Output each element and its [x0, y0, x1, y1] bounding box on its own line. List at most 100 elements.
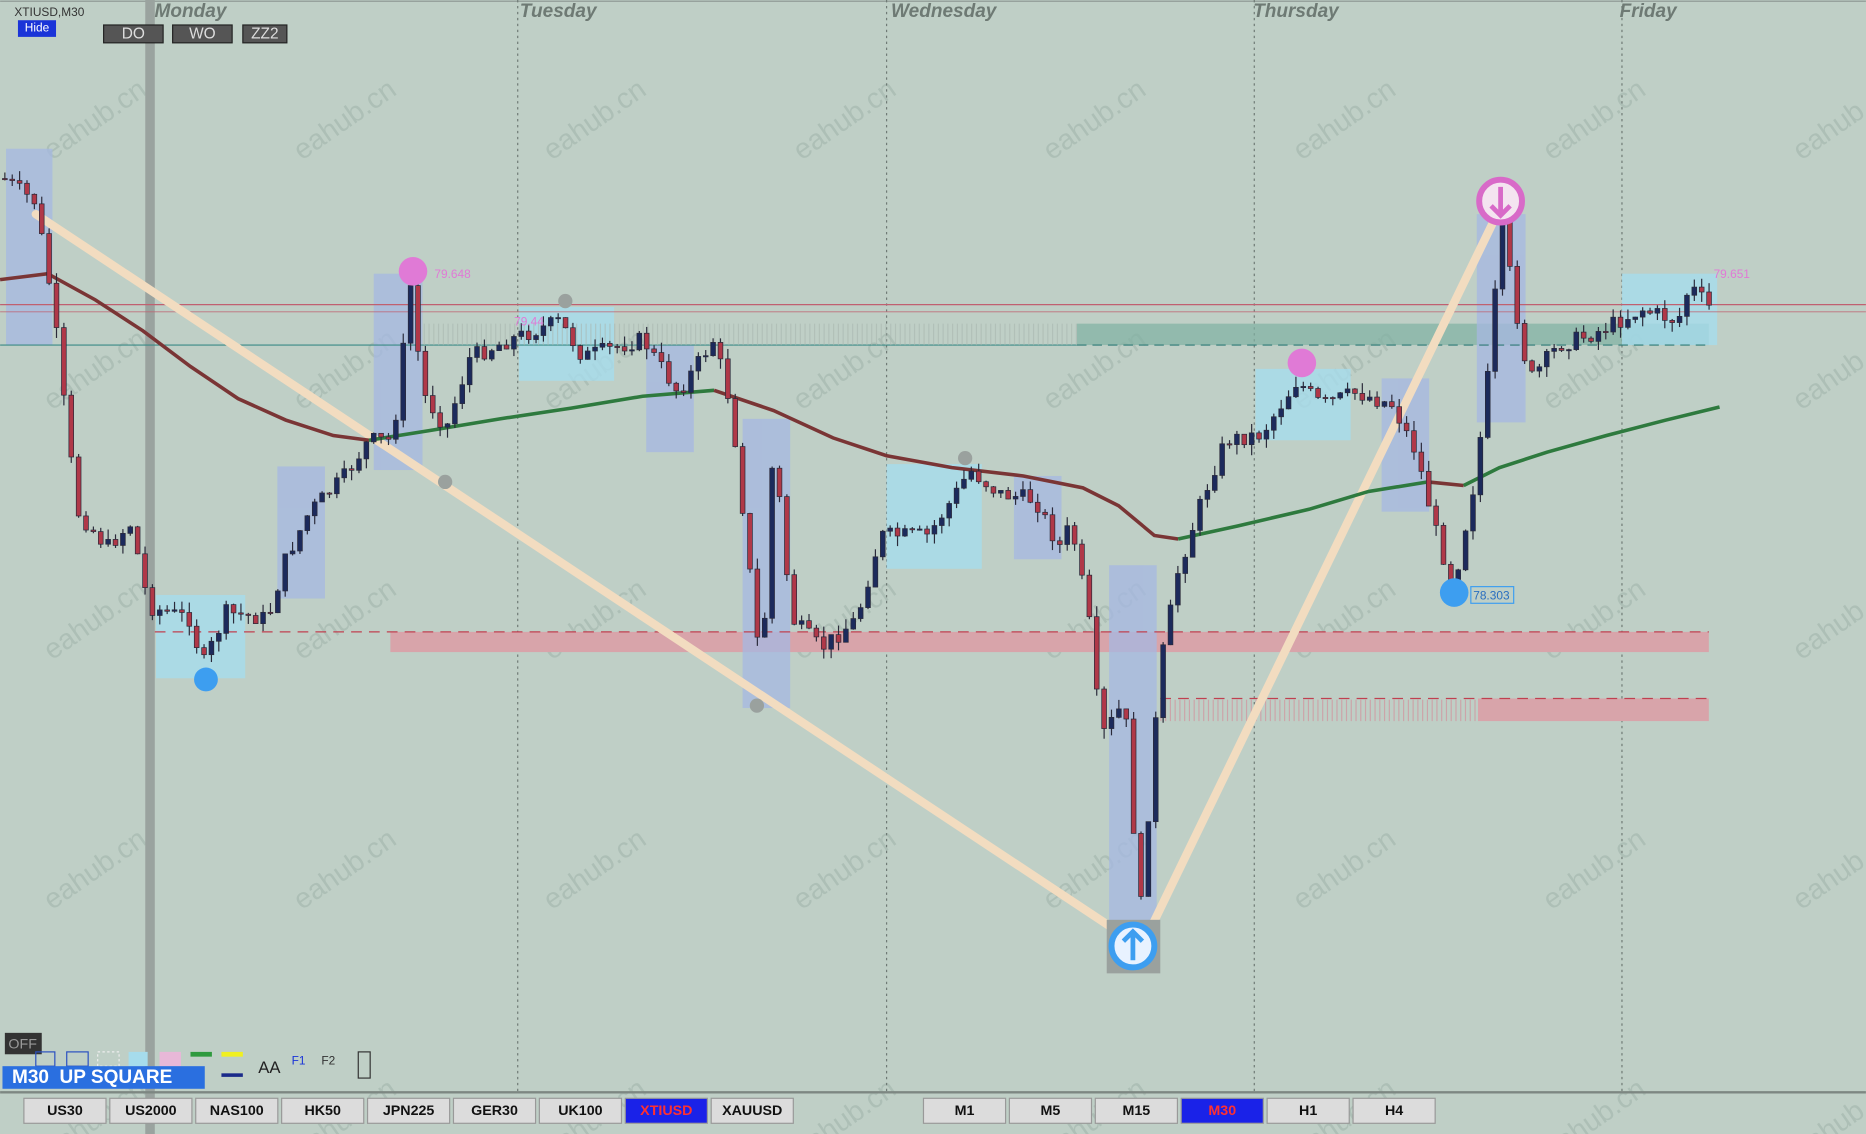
candle-body	[1536, 366, 1543, 372]
tab-box[interactable]	[538, 1097, 623, 1124]
indicator-button[interactable]: WO	[172, 24, 233, 44]
session-band	[145, 0, 155, 1134]
candle-body	[9, 178, 15, 181]
candle-body	[223, 604, 229, 634]
tab-box[interactable]	[366, 1097, 451, 1124]
tab[interactable]: JPN225	[366, 1097, 451, 1124]
tab-box[interactable]	[23, 1097, 107, 1124]
tab[interactable]: M5	[1008, 1097, 1093, 1124]
watermark: eahub.cn	[1537, 573, 1652, 667]
candle-body	[1322, 397, 1329, 399]
tab-box[interactable]	[710, 1097, 794, 1124]
tab-label[interactable]: NAS100	[210, 1103, 264, 1119]
indicator-button-label[interactable]: WO	[189, 26, 216, 43]
tab[interactable]: US30	[23, 1097, 107, 1124]
indicator-button[interactable]: ZZ2	[242, 24, 288, 44]
tab-box[interactable]	[109, 1097, 193, 1124]
hide-button[interactable]: Hide	[17, 20, 57, 37]
tab-box[interactable]	[922, 1097, 1007, 1124]
watermark: eahub.cn	[1287, 73, 1402, 167]
candle-body	[164, 609, 170, 612]
candle-body	[193, 625, 200, 648]
tab[interactable]: H1	[1266, 1097, 1350, 1124]
candle-body	[1492, 288, 1498, 372]
candle-body	[1499, 216, 1506, 290]
tab[interactable]: XTIUSD	[624, 1097, 708, 1124]
tab-box[interactable]	[195, 1097, 279, 1124]
indicator-button-label[interactable]: ZZ2	[251, 26, 278, 43]
watermark: eahub.cn	[787, 573, 902, 667]
candle-body	[1285, 396, 1292, 410]
indicator-button-box[interactable]	[172, 24, 233, 44]
tab[interactable]: GER30	[452, 1097, 537, 1124]
candle-body	[1278, 408, 1284, 418]
indicator-button[interactable]: DO	[103, 24, 164, 44]
candle-body	[1086, 574, 1093, 618]
off-label[interactable]: OFF	[8, 1037, 37, 1053]
tab[interactable]: NAS100	[195, 1097, 279, 1124]
watermark: eahub.cn	[537, 73, 652, 167]
tab-label[interactable]: GER30	[471, 1103, 518, 1119]
tab[interactable]: US2000	[109, 1097, 193, 1124]
tab-label[interactable]: H1	[1299, 1103, 1317, 1119]
tab-box[interactable]	[452, 1097, 537, 1124]
indicator-button-box[interactable]	[242, 24, 288, 44]
tab-box[interactable]	[1180, 1097, 1264, 1124]
zones	[6, 148, 1718, 929]
tab-label[interactable]: HK50	[304, 1103, 341, 1119]
tab-label[interactable]: M30	[1208, 1103, 1236, 1119]
candle-body	[1167, 604, 1174, 646]
candle-body	[931, 525, 938, 535]
candle-body	[1248, 432, 1255, 446]
candle-body	[1485, 371, 1491, 438]
tab[interactable]: M1	[922, 1097, 1007, 1124]
candle-body	[570, 327, 576, 347]
tab[interactable]: HK50	[281, 1097, 365, 1124]
candle-body	[909, 528, 916, 531]
tab-label[interactable]: H4	[1385, 1103, 1403, 1119]
tab-box[interactable]	[1008, 1097, 1093, 1124]
tab[interactable]: UK100	[538, 1097, 623, 1124]
candle-body	[511, 336, 517, 350]
tab-label[interactable]: XAUUSD	[722, 1103, 782, 1119]
tab-label[interactable]: M1	[955, 1103, 975, 1119]
tab-box[interactable]	[1352, 1097, 1436, 1124]
candle-body	[1337, 392, 1343, 399]
candle-body	[503, 344, 510, 350]
tab[interactable]: M30	[1180, 1097, 1264, 1124]
tab[interactable]: XAUUSD	[710, 1097, 794, 1124]
candle-body	[157, 609, 163, 616]
tab-label[interactable]: M5	[1041, 1103, 1061, 1119]
off-box[interactable]	[4, 1032, 42, 1055]
tab-box[interactable]	[1266, 1097, 1350, 1124]
candle-body	[245, 613, 252, 616]
tab-label[interactable]: UK100	[558, 1103, 602, 1119]
candle-body	[311, 501, 318, 517]
tab-box[interactable]	[1094, 1097, 1179, 1124]
candle-body	[1366, 396, 1373, 401]
indicator-button-label[interactable]: DO	[122, 26, 145, 43]
candle-body	[562, 317, 569, 329]
candle-body	[1271, 416, 1277, 431]
candle-body	[98, 531, 104, 545]
candle-body	[1182, 556, 1189, 574]
tab-label[interactable]: US2000	[125, 1103, 177, 1119]
font-tool[interactable]: AA	[258, 1058, 281, 1077]
tab-label[interactable]: M15	[1122, 1103, 1150, 1119]
watermark: eahub.cn	[1537, 823, 1652, 917]
tab[interactable]: M15	[1094, 1097, 1179, 1124]
tab-label[interactable]: XTIUSD	[640, 1103, 692, 1119]
candle-body	[1647, 310, 1653, 314]
candle-body	[739, 446, 746, 514]
day-label: Wednesday	[891, 1, 998, 22]
tab[interactable]: H4	[1352, 1097, 1436, 1124]
watermark: eahub.cn	[288, 73, 403, 167]
tab-box[interactable]	[281, 1097, 365, 1124]
candle-body	[784, 496, 790, 576]
hide-button-label[interactable]: Hide	[25, 21, 50, 35]
indicator-button-box[interactable]	[103, 24, 164, 44]
tab-label[interactable]: JPN225	[383, 1103, 435, 1119]
tab-label[interactable]: US30	[47, 1103, 83, 1119]
tab-box[interactable]	[624, 1097, 708, 1124]
